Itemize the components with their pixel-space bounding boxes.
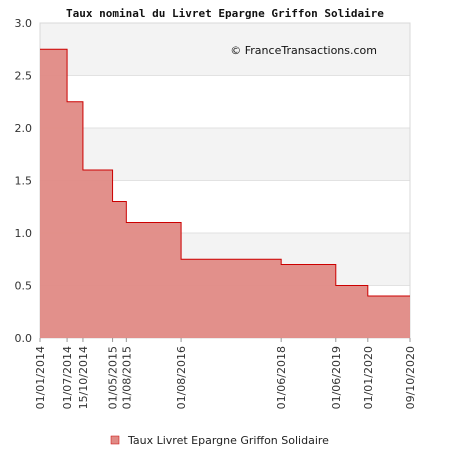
background-band (40, 75, 410, 128)
y-axis: 0.0 0.5 1.0 1.5 2.0 2.5 3.0 (15, 17, 33, 345)
x-tick-label: 01/07/2014 (61, 346, 74, 409)
y-tick-label: 0.0 (15, 332, 33, 345)
x-tick-label: 01/06/2018 (275, 346, 288, 409)
x-tick-label: 01/08/2015 (120, 346, 133, 409)
plot-background (40, 23, 410, 338)
x-tick-label: 15/10/2014 (77, 346, 90, 409)
x-tick-label: 01/05/2015 (107, 346, 120, 409)
series-line (40, 48, 410, 297)
series-area (40, 49, 410, 338)
watermark-text: © FranceTransactions.com (230, 44, 377, 57)
plot-area (40, 48, 410, 338)
x-tick-label: 01/08/2016 (175, 346, 188, 409)
y-tick-label: 0.5 (15, 280, 33, 293)
y-tick-label: 2.0 (15, 122, 33, 135)
x-tick-label: 01/06/2019 (330, 346, 343, 409)
legend: Taux Livret Epargne Griffon Solidaire (110, 434, 329, 447)
x-tick-label: 09/10/2020 (404, 346, 417, 409)
chart-title: Taux nominal du Livret Epargne Griffon S… (66, 7, 384, 20)
y-tick-label: 3.0 (15, 17, 33, 30)
y-tick-label: 1.5 (15, 175, 33, 188)
y-tick-label: 1.0 (15, 227, 33, 240)
x-tick-label: 01/01/2020 (362, 346, 375, 409)
background-band (40, 23, 410, 76)
legend-label: Taux Livret Epargne Griffon Solidaire (127, 434, 329, 447)
x-tick-label: 01/01/2014 (34, 346, 47, 409)
x-axis: 01/01/2014 01/07/2014 15/10/2014 01/05/2015… (34, 338, 417, 409)
y-tick-label: 2.5 (15, 70, 33, 83)
legend-swatch (110, 435, 120, 445)
